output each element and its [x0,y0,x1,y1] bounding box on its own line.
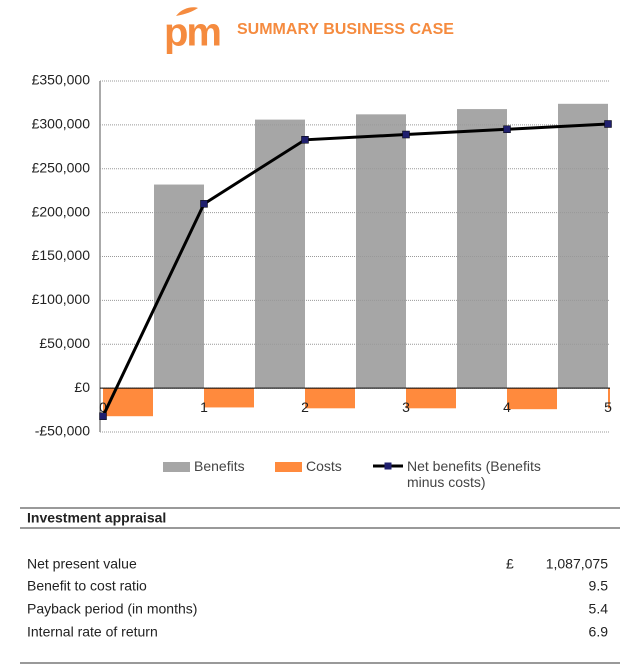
legend-entry: Costs [306,458,342,474]
legend-entry: Benefits [194,458,245,474]
x-tick-label: 5 [604,399,612,415]
legend-swatch [275,462,302,472]
y-tick-label: £200,000 [32,203,91,219]
bar [406,388,456,409]
logo-leaf [176,7,198,16]
logo: pm [164,11,220,55]
marker [503,125,511,134]
bar [255,119,305,389]
x-tick-label: 2 [301,399,309,415]
bar [507,388,557,410]
marker [200,200,208,208]
row-label: Net present value [27,556,137,572]
x-tick-label: 4 [503,399,511,415]
x-tick-label: 3 [402,399,410,415]
marker [402,130,410,139]
bar [608,388,610,409]
legend-marker [384,462,392,470]
legend-swatch [163,462,190,472]
row-value: 1,087,075 [546,556,608,572]
y-tick-label: £250,000 [32,159,91,175]
line [101,122,609,417]
marker [99,412,107,420]
row-value: 9.5 [589,578,609,594]
marker [604,120,612,128]
row-label: Payback period (in months) [27,601,197,617]
legend-label: Net benefits (Benefits minus costs) [407,458,541,490]
legend-label: Benefits [194,458,245,474]
legend-entry: Net benefits (Benefits minus costs) [407,458,541,490]
row-value: 5.4 [589,601,609,617]
x-tick-label: 1 [200,399,208,415]
row-label: Internal rate of return [27,624,158,640]
bar [154,184,204,389]
bar [558,103,608,389]
row-currency: £ [506,556,514,572]
table-title: Investment appraisal [27,510,166,526]
y-tick-label: £150,000 [32,247,91,263]
y-tick-label: £350,000 [32,72,91,88]
marker [301,136,309,144]
bar [305,388,355,409]
y-tick-label: £50,000 [39,335,90,351]
row-value: 6.9 [589,624,609,640]
bar [457,109,507,389]
header-title: SUMMARY BUSINESS CASE [237,21,454,38]
plot [103,103,610,417]
bar [356,114,406,389]
y-tick-label: £0 [74,379,90,395]
y-tick-label: £100,000 [32,291,91,307]
bar [204,388,254,408]
row-label: Benefit to cost ratio [27,578,147,594]
x-tick-label: 0 [99,399,107,415]
legend-label: Costs [306,458,342,474]
y-tick-label: £300,000 [32,116,91,132]
y-tick-label: -£50,000 [35,423,90,439]
